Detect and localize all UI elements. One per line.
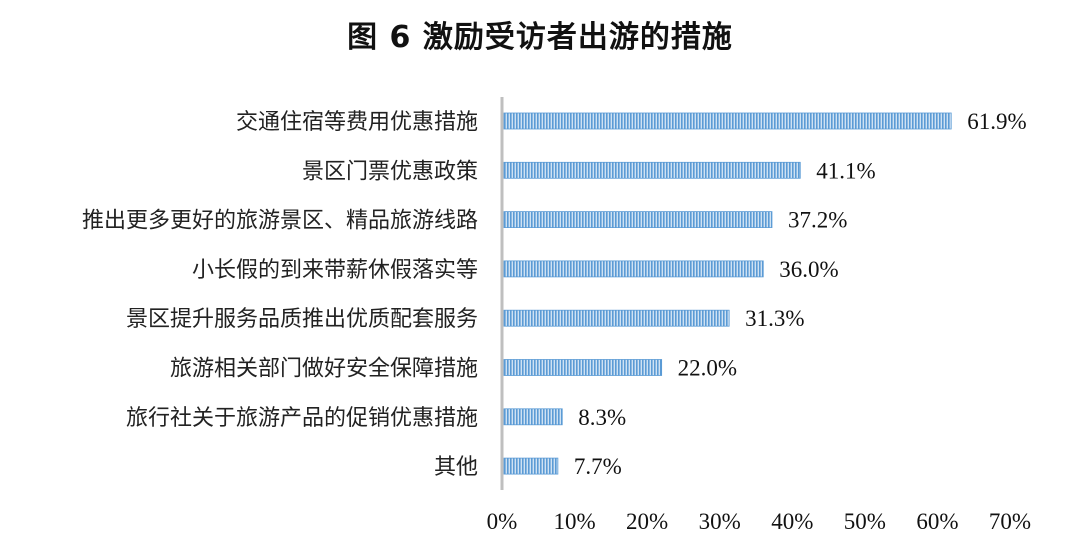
x-tick-label: 60%	[916, 509, 958, 534]
x-axis-ticks: 0% 10% 20% 30% 40% 50% 60% 70%	[487, 509, 1031, 534]
bar	[503, 161, 801, 179]
category-label: 旅行社关于旅游产品的促销优惠措施	[126, 406, 478, 431]
x-tick-label: 30%	[699, 509, 741, 534]
category-label: 景区提升服务品质推出优质配套服务	[126, 307, 478, 332]
category-label: 交通住宿等费用优惠措施	[236, 110, 478, 135]
data-label: 8.3%	[578, 405, 626, 430]
data-label: 37.2%	[788, 208, 847, 233]
data-label: 31.3%	[745, 306, 804, 331]
x-tick-label: 40%	[771, 509, 813, 534]
category-label: 小长假的到来带薪休假落实等	[192, 258, 478, 283]
bars	[503, 112, 952, 475]
bar	[503, 112, 952, 130]
bar	[503, 359, 663, 376]
bar	[503, 457, 559, 475]
category-label: 旅游相关部门做好安全保障措施	[170, 357, 478, 382]
bar	[503, 309, 730, 327]
value-labels: 61.9% 41.1% 37.2% 36.0% 31.3% 22.0% 8.3% 7.7%	[574, 109, 1027, 479]
category-labels: 交通住宿等费用优惠措施景区门票优惠政策推出更多更好的旅游景区、精品旅游线路小长假…	[82, 110, 478, 480]
data-label: 41.1%	[816, 158, 875, 183]
bar	[503, 260, 764, 278]
category-label: 其他	[434, 455, 478, 480]
bar	[503, 408, 563, 426]
data-label: 36.0%	[779, 257, 838, 282]
data-label: 7.7%	[574, 454, 622, 479]
category-label: 推出更多更好的旅游景区、精品旅游线路	[82, 209, 478, 234]
chart-title: 图 6 激励受访者出游的措施	[347, 20, 733, 55]
bar	[503, 211, 773, 229]
x-tick-label: 20%	[626, 509, 668, 534]
x-tick-label: 0%	[487, 509, 518, 534]
category-label: 景区门票优惠政策	[302, 159, 478, 184]
x-tick-label: 70%	[989, 509, 1031, 534]
x-tick-label: 50%	[844, 509, 886, 534]
x-tick-label: 10%	[553, 509, 595, 534]
data-label: 22.0%	[678, 356, 737, 381]
data-label: 61.9%	[967, 109, 1026, 134]
